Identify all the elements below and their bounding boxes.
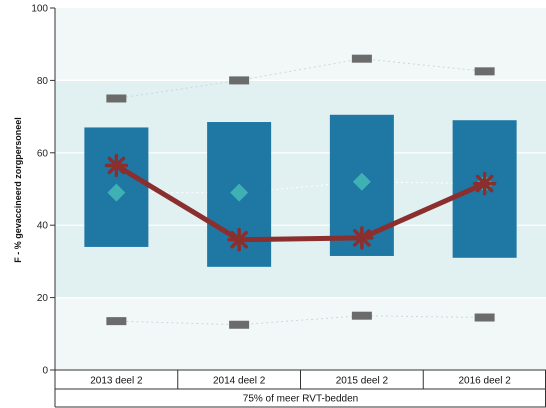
p90-marker — [474, 67, 495, 76]
mean-marker — [230, 183, 249, 202]
whisker-marks — [106, 54, 495, 329]
p10-marker — [106, 317, 127, 326]
median-series — [104, 153, 497, 252]
p90-marker — [106, 94, 127, 103]
y-tick-label: 80 — [37, 76, 49, 87]
p10-dotted-line — [116, 315, 485, 326]
y-tick-label: 0 — [42, 366, 48, 377]
median-marker — [472, 171, 497, 196]
x-tick-label: 2016 deel 2 — [458, 376, 511, 387]
reference-lines — [116, 58, 485, 326]
median-marker-stroke — [353, 229, 371, 247]
median-line — [115, 163, 486, 243]
mean-marker — [107, 183, 126, 202]
mean-dotted-line — [116, 181, 485, 194]
median-marker-stroke — [230, 230, 248, 249]
p10-marker — [474, 313, 495, 322]
x-tick-label: 2014 deel 2 — [213, 376, 266, 387]
median-marker — [350, 226, 374, 250]
x-axis-table: 2013 deel 2 2014 deel 2 2015 deel 2 2016 de… — [54, 369, 546, 408]
y-tick-label: 60 — [37, 148, 49, 159]
y-tick-label: 40 — [37, 221, 49, 232]
mean-marker — [352, 172, 371, 191]
p10-marker — [229, 320, 250, 329]
p90-marker — [351, 54, 372, 63]
y-axis-label: F - % gevaccineerd zorgpersoneel — [13, 117, 23, 263]
y-tick-label: 100 — [31, 4, 48, 15]
p90-marker — [229, 76, 250, 85]
p90-dotted-line — [116, 58, 485, 99]
y-tick-label: 20 — [37, 293, 49, 304]
x-axis-label: 75% of meer RVT-bedden — [243, 394, 358, 405]
median-marker — [227, 227, 251, 252]
median-marker — [104, 153, 129, 178]
median-marker-stroke — [107, 156, 126, 175]
x-tick-label: 2015 deel 2 — [336, 376, 389, 387]
median-marker-stroke — [475, 174, 494, 193]
x-tick-label: 2013 deel 2 — [90, 376, 143, 387]
y-axis: 0 20 40 60 80 100 — [31, 4, 56, 377]
p10-marker — [351, 311, 372, 320]
